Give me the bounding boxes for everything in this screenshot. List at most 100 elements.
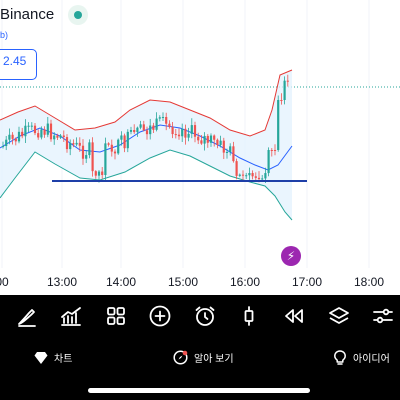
candle-body [69, 143, 72, 150]
candle-body [232, 146, 235, 162]
candle-body [24, 125, 27, 137]
bollinger-middle-line [0, 124, 293, 171]
chart-area[interactable]: Binance b) 2.45 l 00 13:00 14:00 15:00 1… [0, 0, 400, 295]
candle-body [101, 171, 104, 175]
grid-icon[interactable] [104, 304, 128, 328]
candle-body [158, 117, 161, 119]
candle-body [8, 134, 11, 140]
candle-body [81, 145, 85, 159]
bollinger-band-fill [0, 70, 292, 220]
candle-body [149, 125, 152, 135]
candle-body [113, 151, 117, 154]
candle-body [110, 144, 113, 152]
candle-body [206, 135, 209, 143]
nav-chart-label: 차트 [54, 354, 73, 365]
time-tick: 18:00 [353, 275, 385, 289]
candle-body [129, 130, 133, 132]
candle-body [37, 133, 40, 138]
candle-body [145, 130, 149, 135]
candle-body [283, 80, 286, 100]
time-tick: 15:00 [167, 275, 199, 289]
alarm-icon[interactable] [193, 304, 217, 328]
candle-body [126, 131, 129, 149]
flash-icon[interactable]: ⚡ [281, 246, 301, 266]
nav-idea-label: 아이디어 [353, 354, 390, 365]
candle-body [33, 125, 37, 134]
candle-body [161, 116, 165, 118]
layers-icon[interactable] [327, 304, 351, 328]
candle-body [241, 174, 245, 176]
candle-body [91, 142, 94, 172]
candle-body [104, 143, 107, 175]
bollinger-upper-line [0, 69, 293, 137]
price-chart[interactable] [0, 0, 400, 295]
candle-body [197, 136, 200, 141]
candle-body [245, 175, 248, 177]
candle-body [155, 118, 158, 130]
candle-body [248, 173, 251, 176]
candle-body [43, 129, 46, 135]
candle-body [209, 135, 213, 143]
candle-body [238, 174, 241, 176]
nav-ideas-explore[interactable]: 알아 보기 [173, 350, 234, 365]
candle-body [270, 150, 273, 151]
price-label-box[interactable]: 2.45 l [0, 49, 37, 80]
candle-body [193, 125, 197, 137]
candle-body [21, 131, 24, 137]
candle-body [203, 135, 206, 144]
candle-body [14, 138, 17, 142]
rewind-icon[interactable] [282, 304, 306, 328]
candle-body [216, 139, 219, 145]
candle-body [184, 128, 187, 138]
nav-chart[interactable]: 차트 [34, 350, 72, 365]
candle-body [62, 135, 65, 138]
candle-body [142, 124, 145, 131]
candle-body [277, 100, 280, 150]
replay-candle-icon[interactable] [237, 304, 261, 328]
candle-body [30, 125, 33, 127]
candle-body [219, 140, 222, 145]
candle-body [273, 150, 277, 151]
candle-body [1, 146, 5, 148]
header-subtitle: b) [0, 30, 9, 40]
candle-body [11, 134, 14, 139]
candle-body [136, 127, 139, 133]
candle-body [261, 178, 264, 180]
time-tick: 14:00 [105, 275, 137, 289]
candle-body [187, 133, 190, 138]
candle-body [171, 126, 174, 135]
candle-body [72, 143, 75, 145]
market-status-icon [68, 5, 88, 25]
nav-idea[interactable]: 아이디어 [333, 350, 390, 365]
candle-body [251, 173, 254, 177]
candle-body [56, 135, 59, 138]
candle-body [133, 130, 136, 133]
indicators-icon[interactable] [59, 304, 83, 328]
pen-icon[interactable] [15, 304, 39, 328]
candle-body [286, 80, 289, 82]
candle-body [229, 146, 232, 152]
settings-sliders-icon[interactable] [371, 304, 395, 328]
candle-body [27, 125, 30, 127]
candle-body [49, 123, 53, 140]
candle-body [123, 135, 126, 149]
candle-body [75, 142, 78, 145]
add-icon[interactable] [148, 304, 172, 328]
time-tick: 13:00 [46, 275, 78, 289]
candle-body [181, 128, 184, 137]
candle-body [152, 125, 155, 130]
candle-body [78, 142, 81, 146]
drawing-toolbar [0, 295, 400, 337]
candle-body [5, 139, 8, 147]
candle-body [225, 151, 229, 153]
candle-body [190, 125, 193, 134]
lightbulb-icon [334, 350, 346, 365]
candle-body [257, 177, 261, 180]
diamond-icon [34, 351, 48, 364]
candle-body [235, 161, 238, 176]
candle-body [200, 140, 203, 144]
candle-body [94, 171, 97, 176]
candle-body [59, 135, 62, 138]
candle-body [53, 135, 56, 140]
candle-body [85, 155, 88, 159]
